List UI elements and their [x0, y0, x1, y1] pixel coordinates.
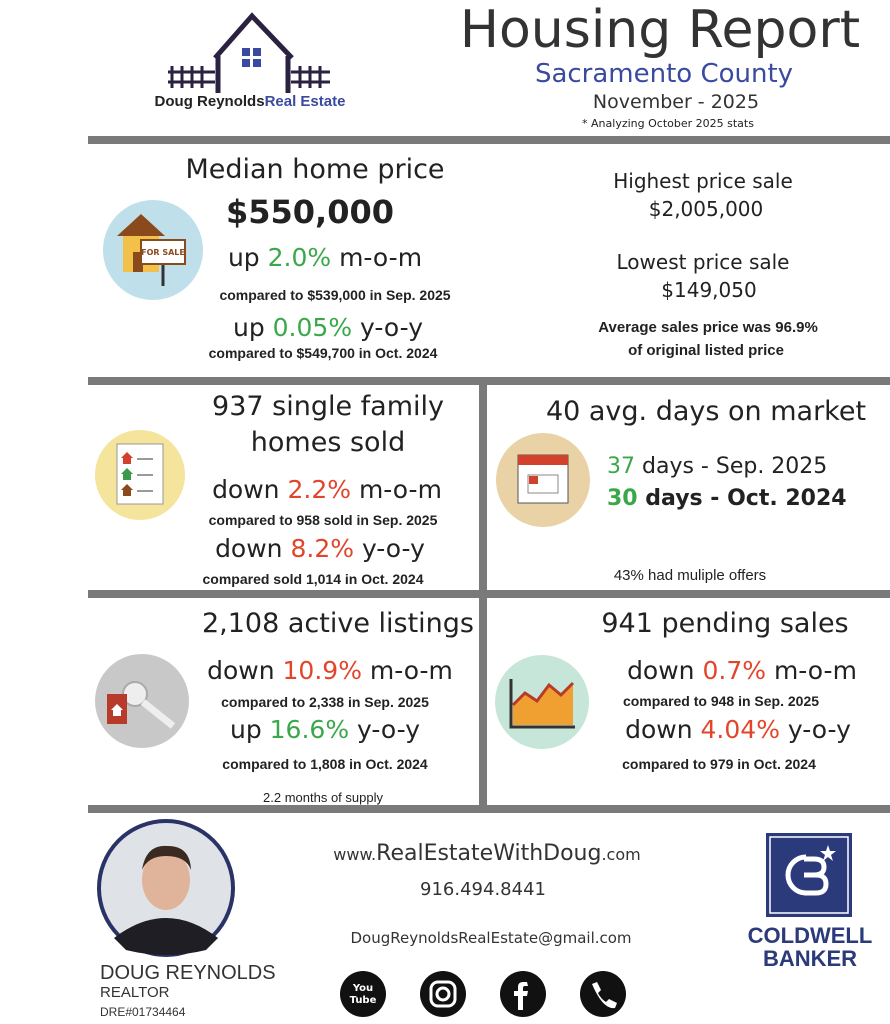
note: 43% had muliple offers: [613, 567, 767, 584]
suffix: y-o-y: [360, 313, 424, 342]
title: Housing Report: [459, 0, 861, 60]
suffix: y-o-y: [787, 715, 851, 744]
value: $149,050: [661, 278, 757, 302]
prefix: up: [227, 243, 260, 272]
change: 4.04%: [700, 715, 780, 744]
social-icons: You Tube: [340, 971, 626, 1017]
website-prefix: www.: [333, 845, 377, 864]
brand-second: Real Estate: [264, 93, 346, 110]
section-title: 2,108 active listings: [201, 608, 475, 639]
section-title: 941 pending sales: [601, 608, 849, 639]
price: $550,000: [225, 193, 395, 231]
note: of original listed price: [628, 342, 784, 359]
brand-first: Doug Reynolds: [154, 93, 265, 110]
icon-key: [95, 654, 189, 748]
comparison: compared to 2,338 in Sep. 2025: [221, 694, 429, 710]
label: Lowest price sale: [616, 250, 790, 274]
website-suffix: .com: [601, 845, 641, 864]
suffix: m-o-m: [369, 656, 453, 685]
change: 2.2%: [287, 475, 351, 504]
change-line: up 16.6% y-o-y: [230, 716, 420, 744]
section-title: Median home price: [185, 154, 445, 185]
youtube-line: Tube: [350, 995, 377, 1006]
logo-house: [168, 12, 330, 93]
note: 2.2 months of supply: [263, 790, 383, 805]
days-row: 37 days - Sep. 2025: [607, 454, 828, 479]
days-number: 37: [607, 454, 635, 479]
county: Sacramento County: [534, 59, 794, 89]
company-name: BANKER: [762, 946, 858, 971]
change-line: up 0.05% y-o-y: [233, 314, 423, 342]
change: 8.2%: [290, 534, 354, 563]
change: 0.7%: [702, 656, 766, 685]
days-text: days - Sep. 2025: [642, 454, 828, 479]
comparison: compared sold 1,014 in Oct. 2024: [202, 571, 424, 587]
section-title: 937 single family: [212, 391, 444, 422]
email: DougReynoldsRealEstate@gmail.com: [350, 929, 632, 947]
agent-name: DOUG REYNOLDS: [100, 962, 276, 984]
brand: Doug ReynoldsReal Estate: [154, 93, 346, 111]
icon-for-sale: FOR SALE: [103, 200, 203, 300]
days-row: 30 days - Oct. 2024: [607, 486, 847, 511]
section-title: homes sold: [250, 427, 406, 458]
prefix: down: [207, 656, 275, 685]
section-title: 40 avg. days on market: [545, 396, 867, 427]
icon-chart: [495, 655, 589, 749]
change-line: down 2.2% m-o-m: [212, 476, 442, 504]
phone: 916.494.8441: [420, 879, 546, 900]
change: 0.05%: [272, 313, 353, 342]
comparison: compared to $549,700 in Oct. 2024: [208, 345, 438, 361]
change-line: down 0.7% m-o-m: [627, 657, 857, 685]
suffix: y-o-y: [357, 715, 421, 744]
agent-photo: [97, 819, 235, 957]
divider: [88, 136, 890, 144]
suffix: m-o-m: [358, 475, 442, 504]
website: www.RealEstateWithDoug.com: [333, 841, 641, 866]
icon-list: [95, 430, 185, 520]
prefix: up: [232, 313, 265, 342]
prefix: down: [215, 534, 283, 563]
note: Average sales price was 96.9%: [598, 319, 818, 336]
change: 16.6%: [269, 715, 350, 744]
prefix: up: [229, 715, 262, 744]
suffix: y-o-y: [361, 534, 425, 563]
change-line: down 4.04% y-o-y: [625, 716, 851, 744]
suffix: m-o-m: [773, 656, 857, 685]
divider: [88, 805, 890, 813]
change: 2.0%: [267, 243, 332, 272]
comparison: compared to 1,808 in Oct. 2024: [222, 756, 428, 772]
divider: [88, 377, 890, 385]
change-line: down 10.9% m-o-m: [207, 657, 453, 685]
comparison: compared to 979 in Oct. 2024: [622, 756, 816, 772]
date: November - 2025: [592, 91, 760, 113]
change-line: down 8.2% y-o-y: [215, 535, 425, 563]
agent-license: DRE#01734464: [100, 1005, 186, 1019]
icon-text: FOR SALE: [141, 248, 185, 257]
note: * Analyzing October 2025 stats: [582, 117, 754, 130]
days-text: days - Oct. 2024: [645, 486, 847, 511]
label: Highest price sale: [613, 169, 793, 193]
prefix: down: [625, 715, 693, 744]
comparison: compared to 958 sold in Sep. 2025: [208, 512, 438, 528]
prefix: down: [627, 656, 695, 685]
value: $2,005,000: [648, 197, 764, 221]
comparison: compared to $539,000 in Sep. 2025: [219, 287, 451, 303]
suffix: m-o-m: [339, 243, 423, 272]
website-main: RealEstateWithDoug: [376, 841, 602, 866]
youtube-line: You: [352, 983, 373, 994]
company-name: COLDWELL: [747, 923, 873, 948]
change-line: up 2.0% m-o-m: [228, 244, 422, 272]
icon-calendar: [496, 433, 590, 527]
divider: [88, 590, 890, 598]
change: 10.9%: [282, 656, 362, 685]
comparison: compared to 948 in Sep. 2025: [622, 693, 820, 709]
agent-role: REALTOR: [100, 984, 170, 1001]
prefix: down: [212, 475, 280, 504]
company-logo: [766, 833, 852, 917]
days-number: 30: [607, 486, 638, 511]
